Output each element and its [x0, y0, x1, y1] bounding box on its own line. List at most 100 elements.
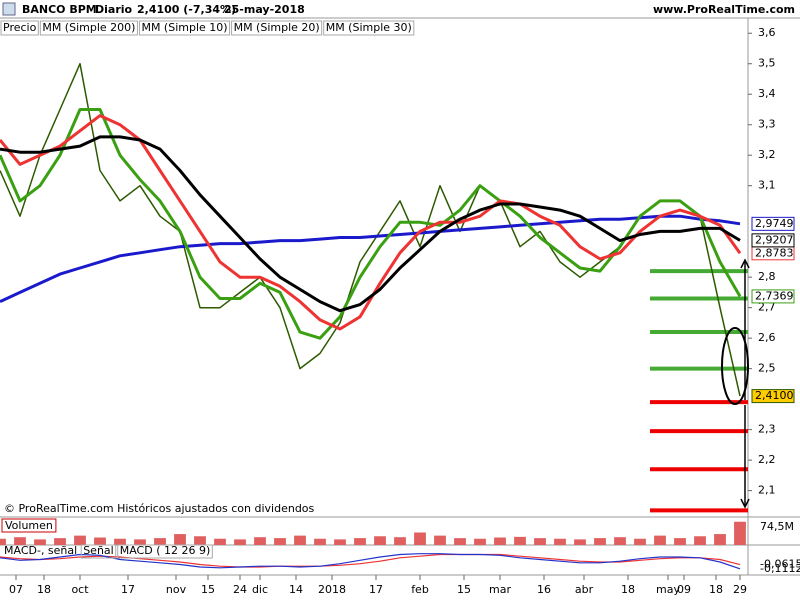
volume-bar	[454, 538, 466, 545]
y-tick-label: 3,6	[758, 26, 776, 39]
volume-bar	[734, 521, 746, 545]
volume-bar	[154, 538, 166, 545]
legend-label: MM (Simple 20)	[234, 21, 320, 34]
volume-title: Volumen	[5, 519, 53, 532]
volume-bar	[294, 535, 306, 545]
x-tick-label: mar	[489, 583, 511, 596]
legend-box	[39, 20, 138, 36]
volume-bar	[234, 539, 246, 545]
macd-legend-box	[117, 544, 213, 559]
volume-bar	[714, 534, 726, 545]
volume-bar	[314, 538, 326, 545]
date: 25-may-2018	[224, 3, 305, 16]
x-tick-label: 29	[733, 583, 747, 596]
legend-box	[323, 20, 415, 36]
x-tick-label: 17	[369, 583, 383, 596]
last-value-label: 2,8783	[755, 246, 794, 259]
x-tick-label: abr	[575, 583, 594, 596]
legend-label: MM (Simple 10)	[141, 21, 227, 34]
series-line	[0, 108, 742, 340]
volume-bar	[114, 538, 126, 545]
volume-bar	[174, 534, 186, 545]
y-tick-label: 3,5	[758, 57, 776, 70]
x-tick-label: feb	[411, 583, 429, 596]
volume-bar	[254, 537, 266, 545]
macd-title: MACD-, señal	[4, 544, 77, 557]
volume-bar	[74, 535, 86, 545]
volume-bar	[434, 535, 446, 545]
y-tick-label: 2,8	[758, 270, 776, 283]
x-tick-label: 15	[201, 583, 215, 596]
volume-bar	[674, 538, 686, 545]
symbol: BANCO BPM	[22, 3, 97, 16]
annotations	[721, 258, 750, 509]
x-tick-label: oct	[71, 583, 89, 596]
volume-bar	[134, 539, 146, 545]
y-tick-label: 2,2	[758, 453, 776, 466]
last-value-box	[751, 389, 795, 404]
series-line	[0, 553, 741, 570]
last-value-label: 2,9749	[755, 217, 794, 230]
x-tick-label: 15	[457, 583, 471, 596]
macd-last-label: -0,0615	[760, 558, 800, 571]
x-tick-label: nov	[166, 583, 187, 596]
series-line	[0, 135, 741, 313]
volume-last-label: 74,5M	[760, 520, 794, 533]
last-price: 2,4100 (-7,34%)	[137, 3, 236, 16]
volume-bar	[194, 536, 206, 545]
x-tick-label: 17	[121, 583, 135, 596]
x-tick-label: 16	[537, 583, 551, 596]
x-tick-label: 24	[233, 583, 247, 596]
volume-bar	[214, 538, 226, 545]
volume-bar	[554, 538, 566, 545]
macd-legend-label: MACD ( 12 26 9)	[120, 544, 211, 557]
y-tick-label: 3,2	[758, 148, 776, 161]
volume-bar	[394, 537, 406, 545]
volume-bar	[594, 538, 606, 545]
volume-bar	[574, 539, 586, 545]
macd-last-label: -0,1112	[760, 562, 800, 575]
last-value-label: 2,4100	[755, 389, 794, 402]
last-value-label: 2,7369	[755, 289, 794, 302]
volume-bar	[694, 536, 706, 545]
x-tick-label: 14	[289, 583, 303, 596]
volume-bar	[414, 532, 426, 545]
volume-bar	[14, 537, 26, 545]
y-tick-label: 2,6	[758, 331, 776, 344]
volume-bar	[654, 535, 666, 545]
x-tick-label: 07	[9, 583, 23, 596]
last-value-box	[751, 233, 795, 248]
volume-bar	[354, 538, 366, 545]
y-tick-label: 2,1	[758, 484, 776, 497]
y-tick-label: 2,7	[758, 301, 776, 314]
last-value-label: 2,9207	[755, 233, 794, 246]
series-line	[0, 114, 742, 331]
volume-bar	[34, 539, 46, 545]
x-tick-label: dic	[252, 583, 268, 596]
volume-bar	[634, 538, 646, 545]
volume-bar	[274, 538, 286, 545]
x-tick-label: 18	[37, 583, 51, 596]
volume-bar	[534, 538, 546, 545]
series-line	[0, 214, 741, 303]
y-tick-label: 3,3	[758, 118, 776, 131]
legend-box	[0, 20, 39, 36]
volume-bar	[614, 537, 626, 545]
site: www.ProRealTime.com	[653, 3, 795, 16]
x-tick-label: 18	[709, 583, 723, 596]
volume-bar	[94, 537, 106, 545]
volume-bar	[0, 538, 6, 545]
footnote: © ProRealTime.com Históricos ajustados c…	[4, 502, 315, 515]
period: Diario	[95, 3, 133, 16]
volume-bar	[514, 536, 526, 545]
arrow-head	[740, 258, 750, 509]
last-value-box	[751, 216, 795, 231]
y-tick-label: 3,4	[758, 87, 776, 100]
legend-box	[138, 20, 231, 36]
macd-legend-label: Señal	[83, 544, 114, 557]
y-tick-label: 2,3	[758, 423, 776, 436]
volume-bar	[474, 538, 486, 545]
y-tick-label: 3,1	[758, 179, 776, 192]
legend-label: MM (Simple 200)	[42, 21, 135, 34]
x-tick-label: 2018	[318, 583, 346, 596]
